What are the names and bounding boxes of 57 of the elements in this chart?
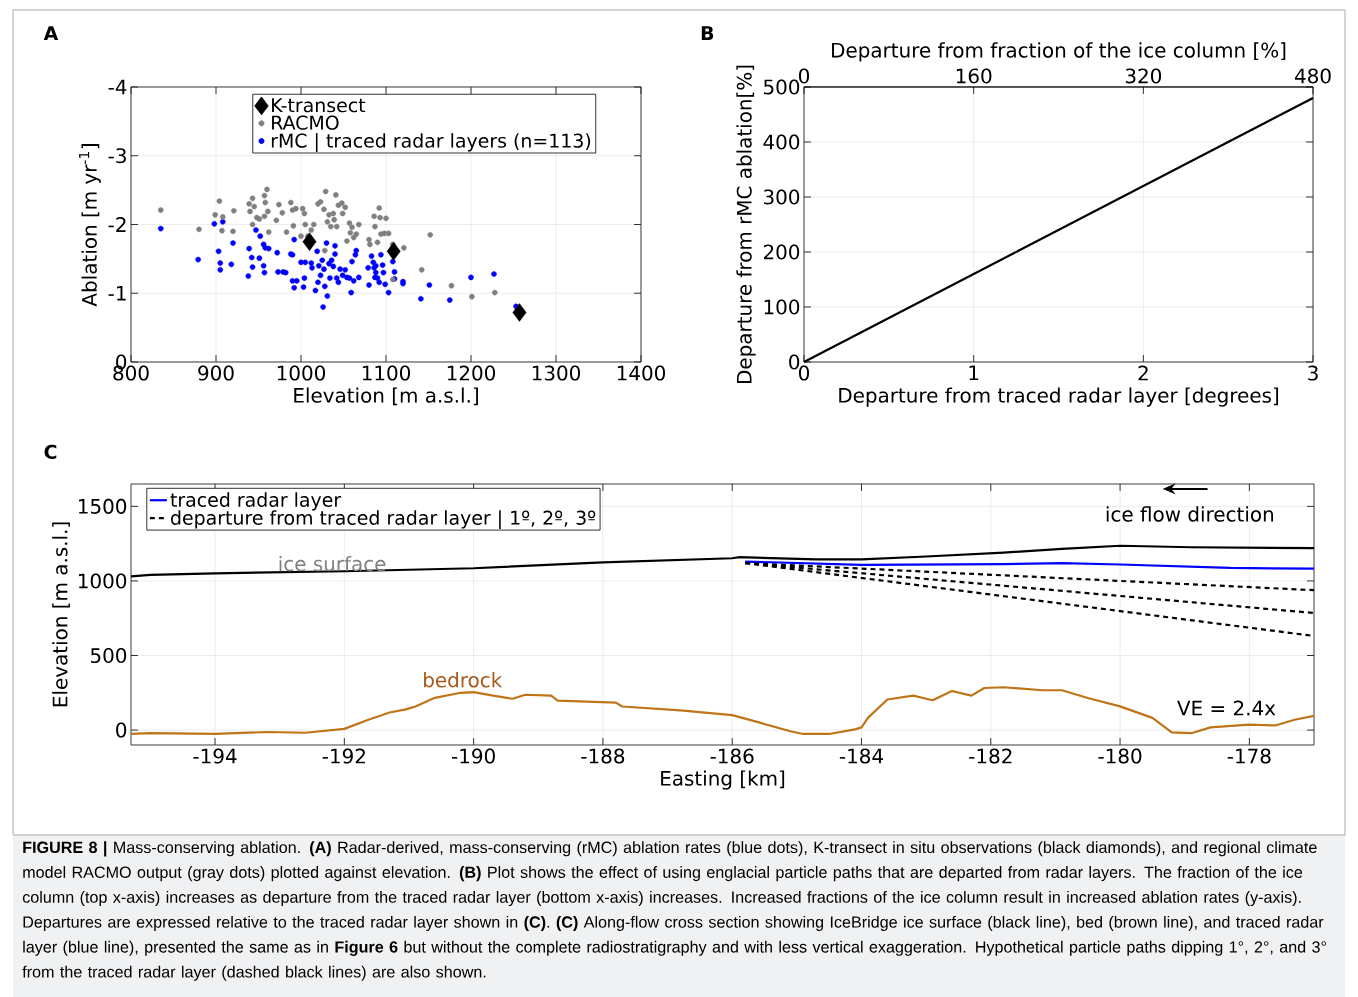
- x-axis-title: Elevation [m a.s.l.]: [294, 387, 478, 406]
- x-tick-label: -190: [451, 748, 495, 764]
- legend-label: departure from traced radar layer | 1º, 2º, 3º: [171, 510, 596, 530]
- y-tick-label: 0: [116, 722, 127, 738]
- y-tick-label: 200: [763, 244, 800, 260]
- x-tick-label: 1100: [362, 365, 411, 381]
- y-axis-title: Departure from rMC ablation[%]: [736, 65, 756, 384]
- y-axis-title: Ablation [m yr$^{-1}$]: [78, 144, 101, 307]
- annotation: VE = 2.4x: [1177, 700, 1276, 716]
- y-tick-label: 0: [789, 354, 800, 370]
- y-tick-label: 400: [763, 134, 800, 150]
- x-tick-label: 1300: [532, 365, 581, 381]
- x-tick-label: -192: [322, 748, 365, 764]
- chart-title: A: [43, 26, 59, 40]
- chart-title: C: [44, 444, 57, 460]
- y-tick-label: 1000: [78, 573, 127, 589]
- y-tick-label: 500: [764, 79, 800, 95]
- x2-tick-label: 480: [1294, 68, 1331, 84]
- x-axis-title: Easting [km]: [661, 770, 785, 790]
- x-tick-label: 1: [969, 365, 979, 381]
- x-tick-label: 900: [198, 365, 234, 381]
- x-tick-label: -194: [193, 748, 237, 764]
- y-axis-title: Elevation [m a.s.l.]: [52, 522, 70, 707]
- x2-tick-label: 0: [798, 68, 810, 84]
- series-label: ice surface: [279, 555, 386, 572]
- y-tick-label: -2: [108, 217, 126, 232]
- text: FIGURE 8 | Mass-conserving ablation. (A) Radar-derived, mass-conserving (rMC) ablation rates (blue dots), K-transect in situ observations (black diamonds), and regional climate model RACMO output (gray dots) plotted against elevation. (B) Plot shows the effect of using englacial particle paths that are departed from radar layers. The fraction of the ice column (top x-axis) increases as departure from the traced radar layer (bottom x-axis) increases. Increased fractions of the ice column result in increased ablation rates (y-axis). Departures are expressed relative to the traced radar layer shown in (C). (C) Along-flow cross section showing IceBridge ice surface (black line), bed (brown line), and traced radar layer (blue line), presented the same as in Figure 6 but without the complete radiostratigraphy and with less vertical exaggeration. Hypothetical particle paths dipping 1°, 2°, and 3° from the traced radar layer (dashed black lines) are also shown.: [22, 841, 1326, 981]
- x-tick-label: -180: [1098, 748, 1142, 764]
- x-tick-label: 2: [1138, 365, 1148, 381]
- x-axis-title: Departure from traced radar layer [degrees]: [839, 387, 1279, 407]
- x-tick-label: -186: [710, 748, 754, 764]
- legend-label: RACMO: [272, 115, 339, 130]
- y-tick-label: 100: [764, 299, 800, 315]
- x-tick-label: 1000: [277, 365, 326, 381]
- y-tick-label: -4: [108, 79, 127, 95]
- legend-label: K-transect: [272, 98, 366, 113]
- legend-label: traced radar layer: [170, 492, 342, 511]
- y-tick-label: -3: [108, 148, 126, 164]
- x-tick-label: -178: [1227, 748, 1271, 764]
- x2-tick-label: 320: [1125, 68, 1162, 84]
- x-tick-label: 1400: [617, 365, 666, 381]
- x2-tick-label: 160: [956, 68, 992, 84]
- x-tick-label: 3: [1308, 365, 1318, 381]
- annotation: ice flow direction: [1106, 506, 1274, 522]
- y-tick-label: 300: [763, 189, 800, 205]
- x-tick-label: 0: [798, 365, 810, 381]
- chart-title: B: [701, 26, 714, 40]
- x-tick-label: -184: [839, 748, 883, 764]
- series-label: bedrock: [424, 672, 503, 688]
- y-tick-label: 1500: [78, 498, 127, 514]
- x-tick-label: 1200: [447, 365, 496, 381]
- y-tick-label: 500: [90, 647, 127, 664]
- y-tick-label: -1: [108, 285, 126, 301]
- x-tick-label: -188: [581, 748, 625, 764]
- x-tick-label: -182: [969, 748, 1012, 764]
- x2-axis-title: Departure from fraction of the ice column [%]: [832, 42, 1286, 62]
- legend-label: rMC | traced radar layers (n=113): [271, 133, 591, 152]
